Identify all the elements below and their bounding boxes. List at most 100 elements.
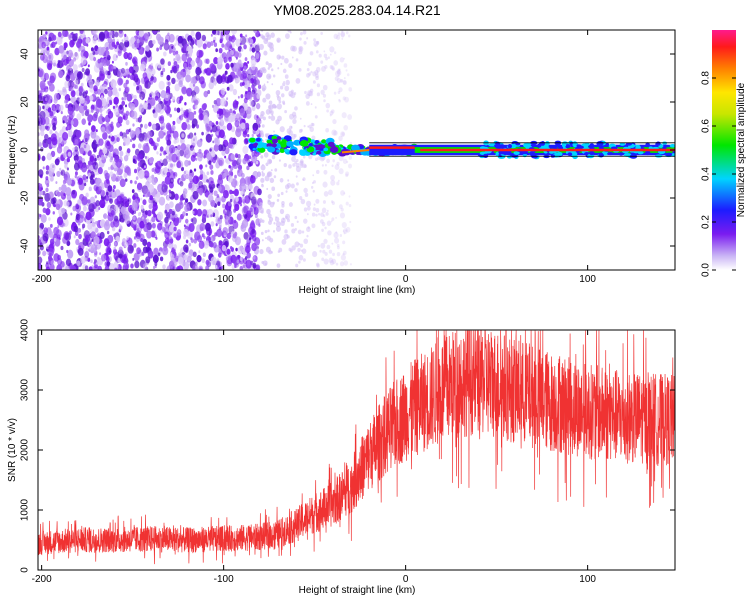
noise-blob <box>154 90 160 97</box>
noise-blob-faint <box>314 106 317 109</box>
signal-fuzz <box>558 146 564 150</box>
noise-blob-faint <box>329 110 334 116</box>
signal-fuzz <box>550 145 557 149</box>
noise-blob-faint <box>342 240 346 245</box>
noise-blob-faint <box>299 196 303 200</box>
noise-blob-faint <box>278 56 281 59</box>
noise-blob <box>186 203 190 209</box>
noise-blob <box>252 235 257 242</box>
noise-blob-faint <box>340 32 345 38</box>
noise-blob <box>136 38 140 44</box>
noise-blob-faint <box>295 58 299 62</box>
noise-blob <box>129 103 136 111</box>
noise-blob <box>59 104 64 112</box>
noise-blob <box>215 97 222 107</box>
noise-blob <box>190 154 196 162</box>
noise-blob <box>174 107 177 112</box>
noise-blob <box>220 87 226 96</box>
noise-blob-faint <box>296 182 299 186</box>
noise-blob <box>193 110 197 115</box>
noise-blob <box>160 70 164 76</box>
noise-blob-faint <box>261 124 265 128</box>
noise-blob <box>224 155 227 159</box>
noise-blob <box>215 48 218 53</box>
noise-blob <box>186 118 190 123</box>
noise-blob <box>49 223 53 228</box>
noise-blob-faint <box>314 157 318 162</box>
noise-blob <box>187 35 193 43</box>
noise-blob <box>157 30 161 33</box>
noise-blob <box>132 216 136 221</box>
noise-blob <box>55 203 61 211</box>
noise-blob-faint <box>322 214 326 218</box>
noise-blob <box>210 214 213 218</box>
noise-blob <box>190 77 196 84</box>
noise-blob-faint <box>325 57 328 61</box>
noise-blob <box>142 199 147 206</box>
noise-blob <box>99 199 106 209</box>
noise-blob-faint <box>347 34 351 38</box>
noise-blob-faint <box>283 80 285 83</box>
signal-fuzz <box>523 142 531 146</box>
noise-blob-faint <box>334 237 340 244</box>
noise-blob-faint <box>294 215 298 220</box>
noise-blob <box>48 54 52 59</box>
noise-blob <box>46 46 50 51</box>
noise-blob <box>195 157 198 161</box>
signal-blob <box>316 150 322 155</box>
spectrogram-content <box>38 30 675 270</box>
noise-blob-faint <box>306 37 309 40</box>
x-tick-label: -100 <box>214 274 234 285</box>
noise-blob <box>183 111 189 119</box>
noise-blob <box>234 153 239 158</box>
noise-blob <box>132 143 136 149</box>
noise-blob <box>54 47 60 56</box>
noise-blob <box>123 82 128 89</box>
noise-blob <box>48 83 55 92</box>
noise-blob-faint <box>343 76 346 80</box>
noise-blob-faint <box>275 221 281 228</box>
noise-blob <box>81 112 85 117</box>
noise-blob <box>157 252 161 257</box>
noise-blob-faint <box>342 158 348 164</box>
noise-blob-faint <box>315 213 318 217</box>
noise-blob <box>234 120 240 128</box>
noise-blob <box>104 88 108 95</box>
noise-blob <box>166 74 171 81</box>
noise-blob-faint <box>331 67 335 71</box>
noise-blob <box>235 38 242 47</box>
noise-blob <box>40 190 44 195</box>
noise-blob-faint <box>266 73 272 80</box>
noise-blob <box>113 96 119 105</box>
noise-blob <box>234 203 240 212</box>
noise-blob <box>205 123 212 133</box>
noise-blob-faint <box>303 187 308 194</box>
noise-blob-faint <box>335 70 341 77</box>
noise-blob-faint <box>331 164 334 168</box>
noise-blob <box>79 30 84 35</box>
noise-blob <box>166 139 171 146</box>
noise-blob <box>195 31 202 40</box>
noise-blob <box>142 72 148 80</box>
noise-blob <box>232 220 239 229</box>
noise-blob <box>251 47 256 53</box>
noise-blob <box>209 241 214 248</box>
noise-blob <box>149 77 153 82</box>
noise-blob <box>189 144 195 151</box>
noise-blob <box>71 265 77 270</box>
noise-blob <box>247 91 253 100</box>
signal-blob <box>323 147 329 152</box>
noise-blob <box>115 158 123 168</box>
noise-blob <box>174 83 180 92</box>
noise-blob <box>138 46 145 55</box>
noise-blob <box>210 33 213 37</box>
noise-blob <box>95 200 100 207</box>
noise-blob <box>192 264 199 270</box>
noise-blob <box>114 204 119 211</box>
noise-blob <box>77 177 84 185</box>
noise-blob-faint <box>329 114 332 117</box>
noise-blob <box>159 256 164 262</box>
noise-blob-faint <box>287 179 290 182</box>
noise-blob <box>206 171 210 176</box>
noise-blob-faint <box>341 112 347 119</box>
